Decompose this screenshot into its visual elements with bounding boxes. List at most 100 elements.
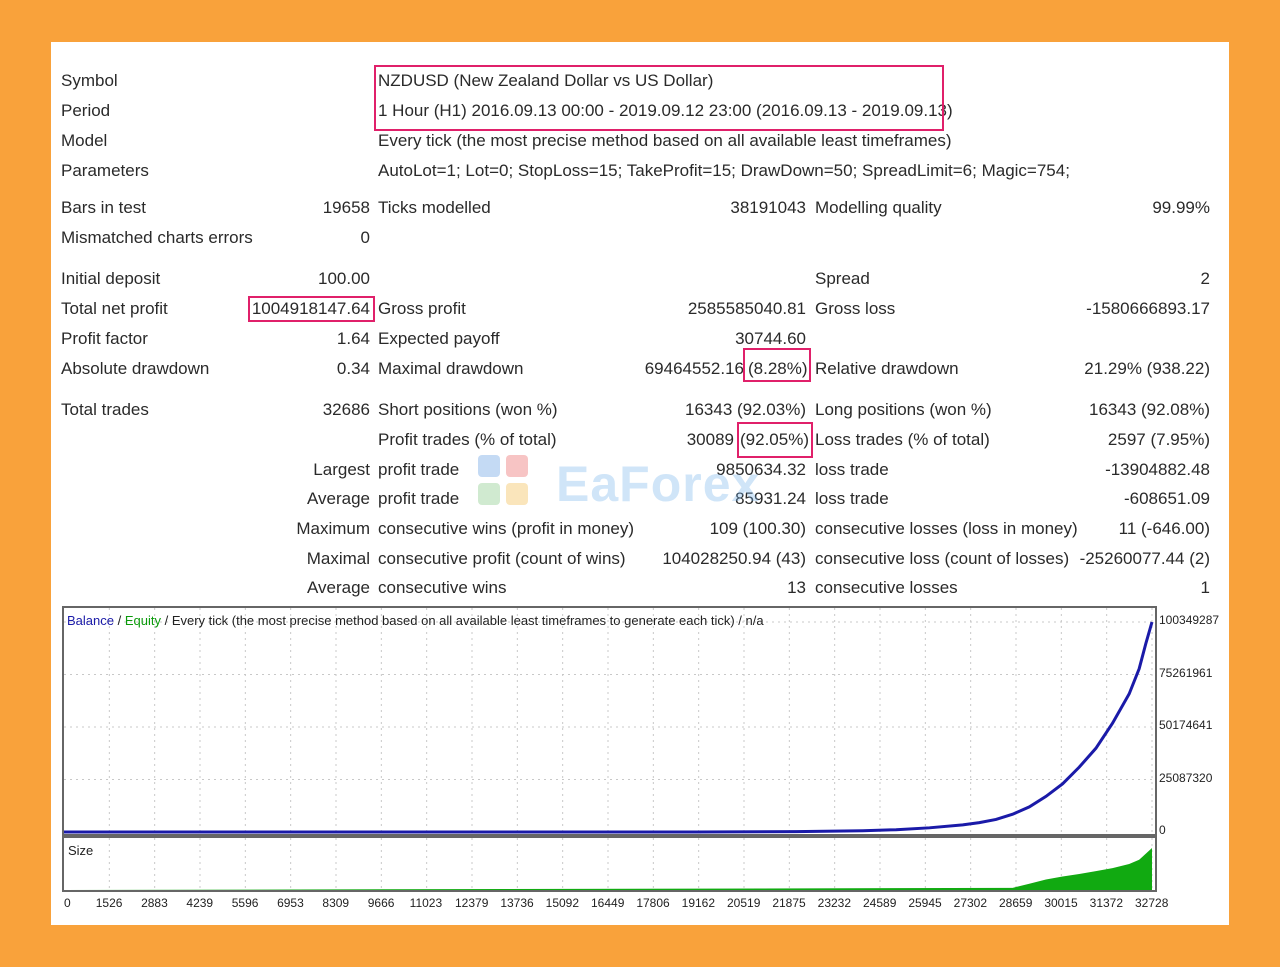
profit-trades-highlight	[737, 422, 813, 458]
legend-equity: Equity	[124, 613, 161, 628]
x-tick-label: 15092	[545, 896, 580, 910]
largest-profit-value: 9850634.32	[716, 460, 806, 479]
x-tick-label: 4239	[186, 896, 214, 910]
size-panel	[62, 836, 1157, 892]
symbol-label: Symbol	[61, 71, 118, 90]
average-profit-value: 85931.24	[735, 489, 806, 508]
y-tick-label: 75261961	[1159, 665, 1213, 680]
spread-value: 2	[1200, 269, 1210, 288]
long-positions-label: Long positions (won %)	[815, 400, 992, 419]
x-tick-label: 8309	[322, 896, 350, 910]
watermark-text: EaForex	[556, 456, 761, 512]
size-area	[64, 848, 1152, 890]
period-label: Period	[61, 101, 111, 120]
x-tick-label: 11023	[409, 896, 443, 910]
largest-loss-value: -13904882.48	[1105, 460, 1210, 479]
size-panel-svg	[64, 838, 1153, 890]
quality-value: 99.99%	[1152, 198, 1210, 217]
x-tick-label: 16449	[591, 896, 625, 910]
net-profit-value: 1004918147.64	[251, 299, 370, 318]
average-consecutive-losses-label: consecutive losses	[815, 578, 958, 597]
average-consecutive-losses-value: 1	[1200, 578, 1210, 597]
max-consecutive-wins-label: consecutive wins (profit in money)	[378, 519, 635, 538]
x-tick-label: 21875	[772, 896, 806, 910]
x-tick-label: 17806	[636, 896, 670, 910]
period-value: 1 Hour (H1) 2016.09.13 00:00 - 2019.09.1…	[378, 101, 953, 120]
maximal-consecutive-loss-label: consecutive loss (count of losses)	[815, 549, 1070, 568]
quality-label: Modelling quality	[815, 198, 942, 217]
relative-drawdown-value: 21.29% (938.22)	[1084, 359, 1210, 378]
balance-chart	[62, 606, 1157, 836]
balance-chart-svg	[64, 608, 1155, 834]
x-tick-label: 27302	[953, 896, 988, 910]
x-tick-label: 5596	[231, 896, 259, 910]
y-tick-label: 100349287	[1159, 613, 1220, 627]
net-profit-highlight	[248, 296, 375, 322]
absolute-drawdown-label: Absolute drawdown	[61, 359, 210, 378]
profit-trades-label: Profit trades (% of total)	[378, 430, 557, 449]
average-loss-label: loss trade	[815, 489, 889, 508]
loss-trades-label: Loss trades (% of total)	[815, 430, 990, 449]
largest-loss-label: loss trade	[815, 460, 889, 479]
profit-factor-value: 1.64	[336, 329, 370, 348]
max-consecutive-wins-value: 109 (100.30)	[709, 519, 806, 538]
x-tick-label: 13736	[500, 896, 534, 910]
maximal-drawdown-highlight	[743, 348, 811, 382]
x-tick-label: 2883	[141, 896, 168, 910]
x-tick-label: 28659	[999, 896, 1033, 910]
net-profit-label: Total net profit	[61, 299, 168, 318]
max-consecutive-losses-value: 11 (-646.00)	[1118, 519, 1210, 538]
maximal-consecutive-profit-label: consecutive profit (count of wins)	[378, 549, 626, 568]
initial-deposit-value: 100.00	[318, 269, 370, 288]
parameters-value: AutoLot=1; Lot=0; StopLoss=15; TakeProfi…	[378, 161, 1070, 180]
long-positions-value: 16343 (92.08%)	[1089, 400, 1210, 419]
symbol-value: NZDUSD (New Zealand Dollar vs US Dollar)	[378, 71, 714, 90]
chart-legend: Balance / Equity / Every tick (the most …	[67, 613, 764, 628]
x-tick-label: 30015	[1044, 896, 1078, 910]
maximal-drawdown-pct: (8.28%)	[748, 359, 808, 378]
ticks-label: Ticks modelled	[378, 198, 491, 217]
profit-trades-pct: (92.05%)	[740, 430, 809, 449]
expected-payoff-label: Expected payoff	[378, 329, 500, 348]
largest-label: Largest	[313, 460, 370, 479]
bars-label: Bars in test	[61, 198, 147, 217]
model-label: Model	[61, 131, 108, 150]
x-tick-label: 9666	[367, 896, 395, 910]
bars-value: 19658	[322, 198, 370, 217]
x-tick-label: 25945	[908, 896, 942, 910]
average-consecutive-wins-value: 13	[787, 578, 806, 597]
watermark: EaForex	[470, 445, 840, 525]
expected-payoff-value: 30744.60	[735, 329, 806, 348]
relative-drawdown-label: Relative drawdown	[815, 359, 959, 378]
size-label: Size	[68, 843, 94, 858]
maximal-consecutive-loss-value: -25260077.44 (2)	[1079, 549, 1210, 568]
ticks-value: 38191043	[730, 198, 806, 217]
x-tick-label: 32728	[1135, 896, 1169, 910]
profit-factor-label: Profit factor	[61, 329, 148, 348]
series-line-balance	[64, 621, 1154, 834]
gross-profit-value: 2585585040.81	[687, 299, 806, 318]
x-tick-label: 31372	[1089, 896, 1124, 910]
y-tick-label: 25087320	[1159, 770, 1213, 785]
x-tick-label: 1526	[95, 896, 123, 910]
y-tick-label: 50174641	[1159, 718, 1213, 732]
average-profit-label: profit trade	[378, 489, 460, 508]
max-consecutive-losses-label: consecutive losses (loss in money)	[815, 519, 1078, 538]
x-tick-label: 24589	[863, 896, 897, 910]
x-tick-label: 0	[64, 896, 71, 910]
absolute-drawdown-value: 0.34	[336, 359, 370, 378]
gross-loss-label: Gross loss	[815, 299, 896, 318]
gross-loss-value: -1580666893.17	[1086, 299, 1210, 318]
average-label: Average	[306, 489, 370, 508]
legend-rest: Every tick (the most precise method base…	[171, 613, 764, 628]
short-positions-value: 16343 (92.03%)	[685, 400, 806, 419]
x-tick-label: 23232	[817, 896, 852, 910]
symbol-period-highlight	[374, 65, 944, 131]
maximal-drawdown-value: 69464552.16	[644, 359, 744, 378]
maximum-label: Maximum	[296, 519, 370, 538]
maximal-drawdown-label: Maximal drawdown	[378, 359, 524, 378]
total-trades-label: Total trades	[61, 400, 149, 419]
total-trades-value: 32686	[322, 400, 370, 419]
loss-trades-value: 2597 (7.95%)	[1107, 430, 1210, 449]
legend-balance: Balance	[67, 613, 114, 628]
